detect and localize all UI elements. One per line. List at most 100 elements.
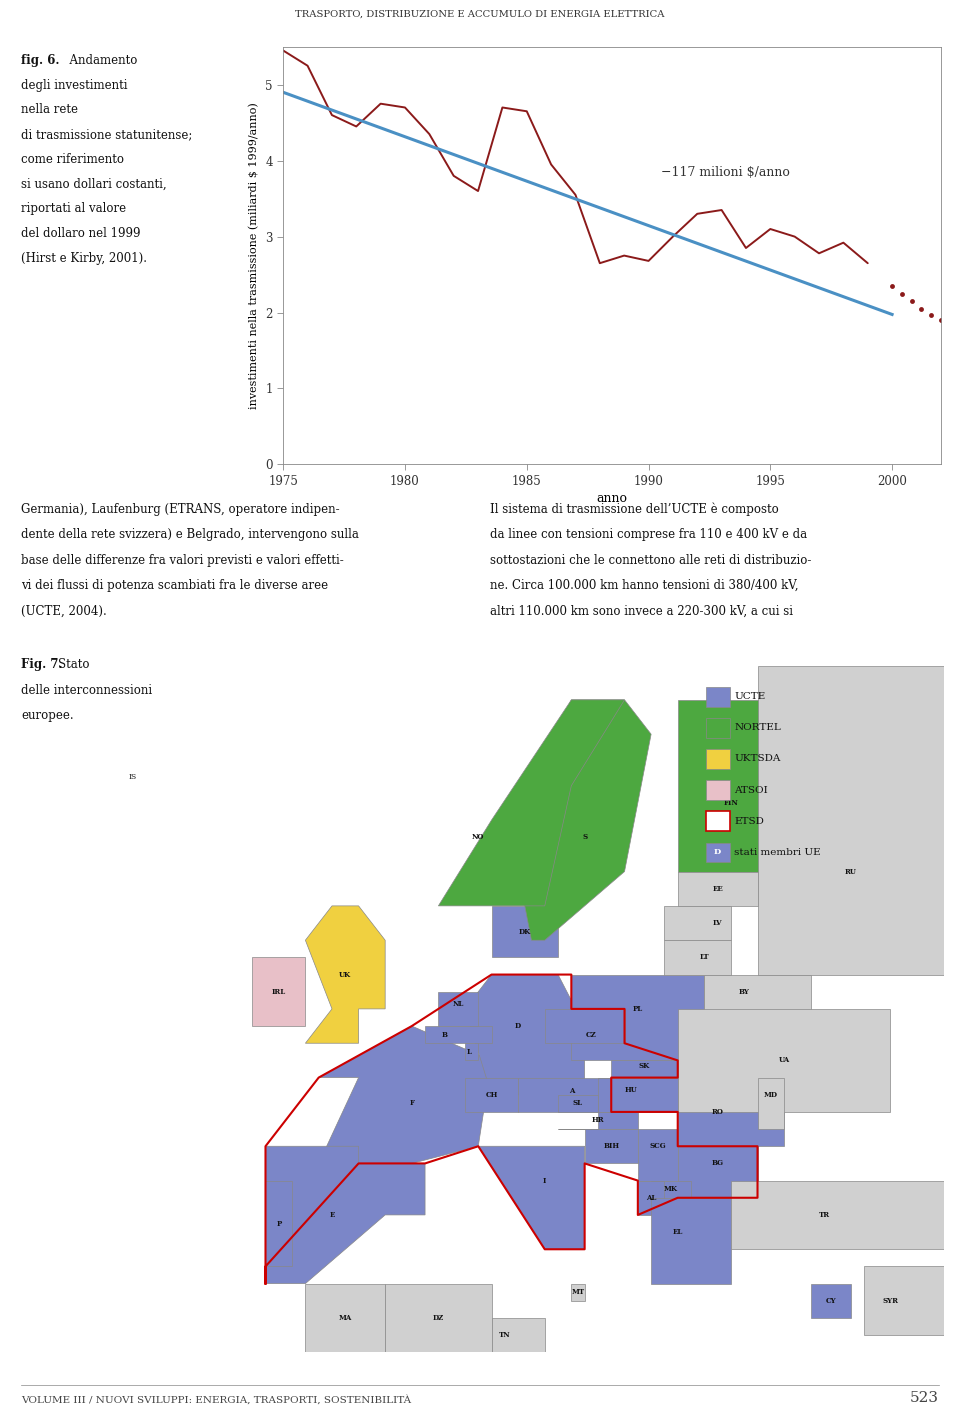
- Polygon shape: [518, 700, 651, 940]
- X-axis label: anno: anno: [596, 491, 628, 506]
- Text: D: D: [714, 848, 721, 857]
- Polygon shape: [439, 700, 625, 906]
- Text: MT: MT: [571, 1289, 585, 1296]
- Text: AL: AL: [646, 1194, 657, 1202]
- Text: P: P: [276, 1219, 281, 1228]
- Text: UA: UA: [779, 1056, 790, 1065]
- Text: RO: RO: [711, 1107, 724, 1116]
- Text: RU: RU: [845, 868, 856, 875]
- Text: NL: NL: [452, 1000, 464, 1008]
- Polygon shape: [585, 1129, 637, 1164]
- Text: base delle differenze fra valori previsti e valori effetti-: base delle differenze fra valori previst…: [21, 554, 344, 566]
- Y-axis label: investimenti nella trasmissione (miliardi $ 1999/anno): investimenti nella trasmissione (miliard…: [250, 102, 260, 409]
- Polygon shape: [612, 1061, 678, 1078]
- Text: CZ: CZ: [586, 1031, 597, 1039]
- Polygon shape: [731, 1181, 944, 1249]
- Text: si usano dollari costanti,: si usano dollari costanti,: [21, 178, 167, 191]
- Text: riportati al valore: riportati al valore: [21, 202, 127, 215]
- Text: SK: SK: [638, 1062, 650, 1069]
- Text: UKTSDA: UKTSDA: [734, 755, 780, 763]
- Text: nella rete: nella rete: [21, 103, 78, 116]
- Polygon shape: [492, 1318, 544, 1386]
- Text: B: B: [442, 1031, 448, 1039]
- Text: E: E: [329, 1211, 335, 1219]
- Text: del dollaro nel 1999: del dollaro nel 1999: [21, 227, 140, 241]
- Polygon shape: [651, 1198, 731, 1283]
- Text: MK: MK: [664, 1185, 678, 1194]
- Polygon shape: [810, 1283, 851, 1318]
- Text: F: F: [409, 1099, 415, 1107]
- Text: altri 110.000 km sono invece a 220-300 kV, a cui si: altri 110.000 km sono invece a 220-300 k…: [490, 605, 793, 617]
- Text: dente della rete svizzera) e Belgrado, intervengono sulla: dente della rete svizzera) e Belgrado, i…: [21, 528, 359, 541]
- Text: DZ: DZ: [433, 1314, 444, 1323]
- Text: stati membri UE: stati membri UE: [734, 848, 821, 857]
- Polygon shape: [678, 700, 784, 871]
- Polygon shape: [678, 1008, 891, 1112]
- Polygon shape: [544, 1008, 625, 1044]
- Polygon shape: [492, 906, 558, 957]
- Text: IRL: IRL: [272, 988, 286, 995]
- Text: degli investimenti: degli investimenti: [21, 78, 128, 92]
- Text: ATSOI: ATSOI: [734, 786, 768, 794]
- Polygon shape: [651, 1181, 691, 1198]
- Text: Il sistema di trasmissione dell’UCTE è composto: Il sistema di trasmissione dell’UCTE è c…: [490, 503, 779, 517]
- Text: HR: HR: [591, 1116, 604, 1124]
- Polygon shape: [518, 1078, 612, 1112]
- Text: europee.: europee.: [21, 709, 74, 722]
- Text: CY: CY: [826, 1297, 836, 1304]
- Text: EL: EL: [673, 1228, 683, 1236]
- Polygon shape: [439, 991, 478, 1027]
- Text: IS: IS: [129, 773, 136, 782]
- Polygon shape: [465, 1078, 518, 1112]
- Text: 523: 523: [910, 1391, 939, 1405]
- Text: TN: TN: [499, 1331, 511, 1340]
- Text: delle interconnessioni: delle interconnessioni: [21, 684, 153, 697]
- Text: UCTE: UCTE: [734, 692, 766, 701]
- Text: sottostazioni che le connettono alle reti di distribuzio-: sottostazioni che le connettono alle ret…: [490, 554, 811, 566]
- Text: EE: EE: [712, 885, 723, 892]
- Text: TRASPORTO, DISTRIBUZIONE E ACCUMULO DI ENERGIA ELETTRICA: TRASPORTO, DISTRIBUZIONE E ACCUMULO DI E…: [296, 8, 664, 18]
- Polygon shape: [864, 1266, 944, 1335]
- Text: LV: LV: [713, 919, 722, 927]
- Text: NO: NO: [472, 833, 485, 841]
- Text: (UCTE, 2004).: (UCTE, 2004).: [21, 605, 107, 617]
- Polygon shape: [664, 906, 731, 940]
- Text: BY: BY: [739, 988, 750, 995]
- Polygon shape: [571, 1283, 585, 1301]
- Polygon shape: [319, 1027, 492, 1164]
- Text: D: D: [516, 1022, 521, 1029]
- Polygon shape: [757, 1078, 784, 1129]
- Text: SCG: SCG: [650, 1143, 666, 1150]
- Polygon shape: [385, 1283, 492, 1352]
- Polygon shape: [53, 752, 212, 820]
- Text: Stato: Stato: [58, 658, 89, 671]
- Text: di trasmissione statunitense;: di trasmissione statunitense;: [21, 129, 193, 142]
- Text: MA: MA: [339, 1314, 352, 1323]
- Text: I: I: [543, 1177, 546, 1185]
- Text: NORTEL: NORTEL: [734, 724, 781, 732]
- Polygon shape: [598, 1078, 678, 1112]
- Polygon shape: [571, 974, 705, 1061]
- Polygon shape: [425, 1027, 492, 1044]
- Text: SL: SL: [573, 1099, 583, 1107]
- Polygon shape: [266, 1181, 292, 1266]
- Polygon shape: [558, 1095, 598, 1112]
- Polygon shape: [465, 1044, 478, 1061]
- Polygon shape: [757, 666, 944, 974]
- Text: LT: LT: [700, 953, 709, 961]
- Text: vi dei flussi di potenza scambiati fra le diverse aree: vi dei flussi di potenza scambiati fra l…: [21, 579, 328, 592]
- Polygon shape: [705, 974, 810, 1027]
- Polygon shape: [305, 1283, 385, 1352]
- Text: MD: MD: [764, 1090, 778, 1099]
- Polygon shape: [664, 940, 731, 974]
- Text: da linee con tensioni comprese fra 110 e 400 kV e da: da linee con tensioni comprese fra 110 e…: [490, 528, 806, 541]
- Polygon shape: [558, 1112, 637, 1129]
- Text: UK: UK: [339, 970, 351, 978]
- Text: S: S: [582, 833, 588, 841]
- Polygon shape: [637, 1181, 664, 1215]
- Text: Fig. 7.: Fig. 7.: [21, 658, 62, 671]
- Text: BG: BG: [711, 1160, 724, 1167]
- Text: ETSD: ETSD: [734, 817, 764, 826]
- Polygon shape: [678, 1147, 757, 1198]
- Text: CH: CH: [486, 1090, 497, 1099]
